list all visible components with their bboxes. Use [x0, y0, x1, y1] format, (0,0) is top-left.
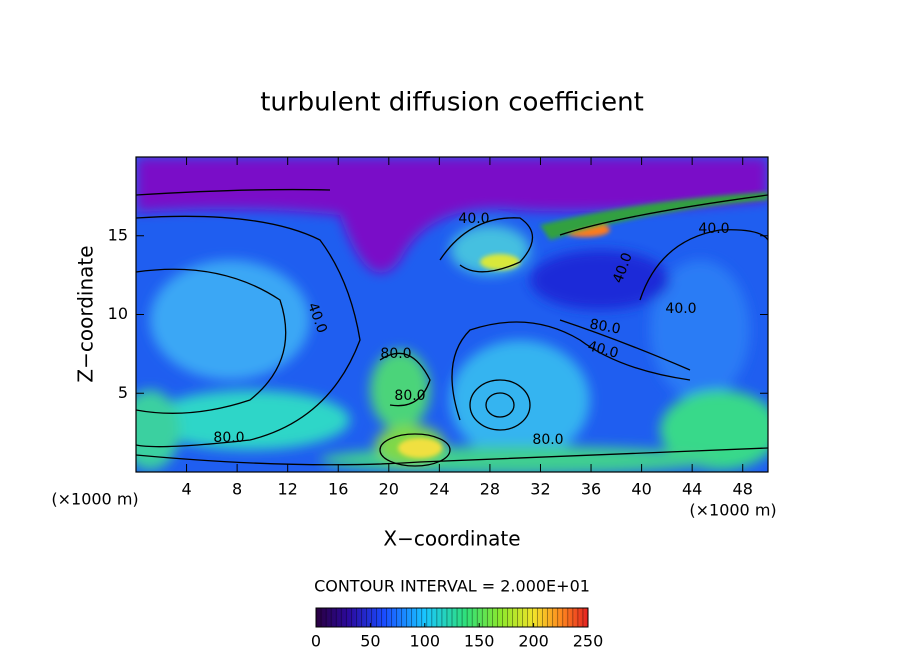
x-tick-label: 48 [733, 480, 753, 499]
colorbar-tick-label: 100 [410, 632, 441, 651]
x-axis-label: X−coordinate [383, 527, 520, 551]
contour-label: 40.0 [586, 338, 620, 362]
colorbar-tick-label: 250 [573, 632, 604, 651]
x-tick-label: 8 [232, 480, 242, 499]
x-tick-label: 20 [379, 480, 399, 499]
contour-label: 40.0 [458, 211, 489, 227]
x-tick-label: 28 [480, 480, 500, 499]
contour-label: 80.0 [213, 430, 244, 446]
x-tick-label: 24 [429, 480, 449, 499]
contour-label: 80.0 [380, 346, 411, 362]
colorbar-tick-label: 200 [518, 632, 549, 651]
contour-label: 80.0 [588, 316, 621, 337]
x-tick-label: 40 [631, 480, 651, 499]
colorbar-tick-label: 0 [311, 632, 321, 651]
x-tick-label: 16 [328, 480, 348, 499]
x-tick-label: 12 [278, 480, 298, 499]
x-tick-label: 36 [581, 480, 601, 499]
contour-label: 40.0 [698, 221, 729, 237]
chart-title: turbulent diffusion coefficient [260, 88, 644, 118]
x-tick-label: 44 [682, 480, 702, 499]
field [136, 157, 768, 472]
contour-label: 80.0 [394, 388, 425, 404]
y-tick-label: 5 [118, 383, 128, 402]
y-tick-label: 10 [108, 304, 128, 323]
colorbar-tick-label: 150 [464, 632, 495, 651]
x-tick-label: 4 [181, 480, 191, 499]
contour-interval: CONTOUR INTERVAL = 2.000E+01 [314, 577, 590, 596]
contour-label: 40.0 [665, 301, 696, 317]
y-tick-label: 15 [108, 225, 128, 244]
x-tick-label: 32 [530, 480, 550, 499]
y-axis-label: Z−coordinate [74, 245, 98, 382]
colorbar-tick-label: 50 [360, 632, 380, 651]
y-unit-label: (×1000 m) [51, 490, 138, 509]
contour-label: 80.0 [532, 432, 563, 448]
x-unit-label: (×1000 m) [689, 501, 776, 520]
